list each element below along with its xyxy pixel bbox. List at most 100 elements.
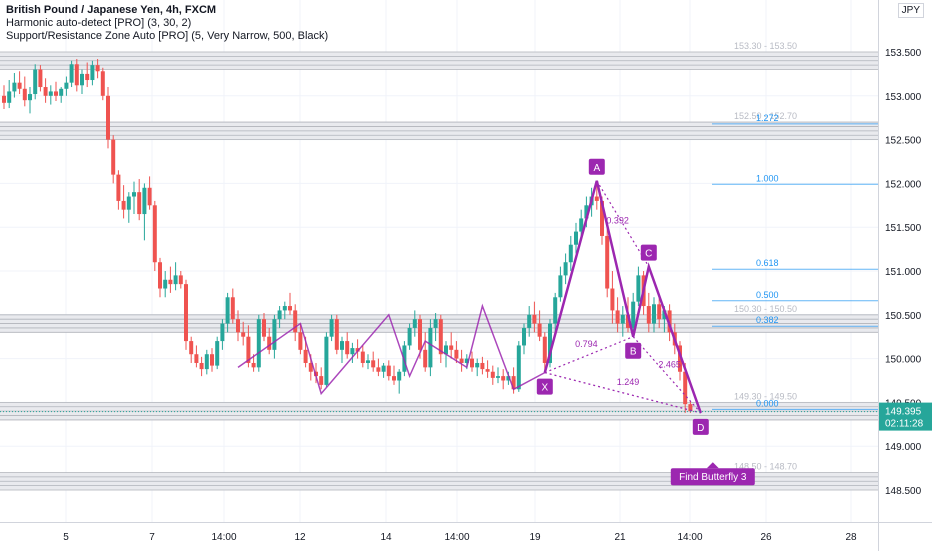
candle-body bbox=[158, 262, 162, 289]
indicator-sr-zone[interactable]: Support/Resistance Zone Auto [PRO] (5, V… bbox=[6, 30, 329, 42]
candle-body bbox=[652, 304, 656, 324]
candle-body bbox=[168, 279, 173, 285]
candle-body bbox=[215, 341, 220, 366]
candle-body bbox=[230, 297, 235, 320]
candle-body bbox=[256, 319, 261, 368]
harmonic-point-label: A bbox=[593, 163, 600, 174]
candle-body bbox=[688, 404, 693, 412]
time-axis[interactable]: 5 7 14:00 12 14 14:00 19 21 14:00 26 28 bbox=[0, 522, 878, 551]
candle-body bbox=[7, 91, 12, 103]
candle-body bbox=[615, 310, 620, 324]
candle-body bbox=[511, 376, 516, 390]
candle-body bbox=[189, 341, 194, 355]
candle-body bbox=[366, 360, 370, 363]
candle-body bbox=[59, 88, 64, 96]
candle-body bbox=[485, 369, 490, 372]
candle-body bbox=[288, 306, 292, 311]
candle-body bbox=[620, 314, 625, 324]
candle-body bbox=[537, 323, 542, 337]
candle-body bbox=[43, 87, 48, 96]
candle-body bbox=[397, 371, 402, 381]
time-axis-tick: 19 bbox=[529, 532, 541, 543]
candle-body bbox=[22, 88, 27, 101]
indicator-harmonic[interactable]: Harmonic auto-detect [PRO] (3, 30, 2) bbox=[6, 17, 192, 29]
candle-body bbox=[683, 371, 688, 405]
currency-badge[interactable]: JPY bbox=[897, 3, 924, 18]
harmonic-point-label: X bbox=[541, 383, 548, 394]
candle-body bbox=[74, 64, 79, 86]
candle-body bbox=[251, 362, 256, 368]
harmonic-point-marker bbox=[625, 342, 642, 359]
price-axis-tick: 153.000 bbox=[885, 92, 922, 103]
candle-body bbox=[480, 362, 485, 370]
candle-body bbox=[126, 196, 131, 210]
price-chart[interactable]: 153.30 - 153.50 152.50 - 152.70 150.30 - 1… bbox=[0, 0, 878, 522]
candle-body bbox=[100, 71, 105, 96]
candle-body bbox=[532, 314, 537, 324]
symbol-title[interactable]: British Pound / Japanese Yen, 4h, FXCM bbox=[6, 4, 217, 16]
candle-body bbox=[38, 69, 43, 88]
candle-body bbox=[386, 365, 391, 377]
candle-body bbox=[350, 348, 355, 355]
time-axis-tick: 14:00 bbox=[444, 532, 469, 543]
candle-body bbox=[522, 327, 526, 346]
candle-body bbox=[142, 187, 147, 215]
candle-body bbox=[626, 314, 630, 328]
candle-body bbox=[563, 262, 568, 276]
zigzag-line bbox=[237, 303, 546, 396]
harmonic-ratio-line bbox=[544, 372, 701, 414]
candle-body bbox=[631, 301, 636, 328]
price-axis-tick: 151.500 bbox=[885, 223, 922, 234]
candle-body bbox=[319, 376, 324, 385]
candle-body bbox=[303, 349, 308, 363]
candle-body bbox=[308, 362, 313, 372]
candle-body bbox=[345, 341, 350, 355]
candle-body bbox=[106, 95, 110, 140]
candle-body bbox=[376, 367, 381, 372]
harmonic-point-marker bbox=[692, 418, 709, 435]
candle-body bbox=[667, 310, 672, 333]
candle-body bbox=[2, 95, 6, 103]
candle-body bbox=[210, 354, 214, 366]
candle-body bbox=[152, 205, 157, 263]
candle-body bbox=[95, 65, 100, 72]
price-axis[interactable]: 153.500 153.000 152.500 152.000 151.500 151.0… bbox=[878, 0, 932, 522]
fib-level-label: 0.000 bbox=[756, 398, 779, 408]
candle-body bbox=[558, 275, 563, 298]
harmonic-ratio-line bbox=[596, 180, 650, 267]
candle-body bbox=[449, 345, 454, 350]
candle-body bbox=[371, 360, 376, 368]
candle-body bbox=[241, 332, 246, 337]
candle-body bbox=[428, 327, 433, 368]
harmonic-point-marker bbox=[588, 158, 605, 175]
harmonic-point-label: B bbox=[630, 347, 637, 358]
harmonic-ratio-label: 2.465 bbox=[658, 359, 681, 369]
candle-body bbox=[355, 348, 360, 352]
candle-body bbox=[678, 345, 682, 372]
fib-level-label: 1.272 bbox=[756, 113, 779, 123]
chart-area[interactable]: 153.30 - 153.50 152.50 - 152.70 150.30 - 1… bbox=[0, 0, 878, 522]
candle-body bbox=[282, 306, 287, 311]
candle-body bbox=[48, 91, 53, 96]
candle-body bbox=[574, 231, 578, 245]
candle-body bbox=[184, 284, 188, 342]
candle-body bbox=[657, 304, 662, 320]
candle-body bbox=[334, 319, 339, 350]
candle-body bbox=[194, 354, 199, 363]
price-axis-tick: 149.000 bbox=[885, 442, 922, 453]
candle-body bbox=[17, 82, 22, 89]
harmonic-point-marker bbox=[536, 378, 553, 395]
price-axis-tick: 150.000 bbox=[885, 355, 922, 366]
price-axis-tick: 151.000 bbox=[885, 267, 922, 278]
candle-body bbox=[64, 82, 69, 89]
candle-body bbox=[85, 73, 90, 81]
candle-body bbox=[506, 376, 511, 381]
candle-body bbox=[412, 319, 417, 328]
chart-legend: British Pound / Japanese Yen, 4h, FXCM H… bbox=[6, 4, 328, 43]
candle-body bbox=[636, 275, 641, 302]
candle-body bbox=[199, 362, 204, 370]
harmonic-ratio-line bbox=[632, 336, 702, 414]
candle-body bbox=[137, 192, 142, 215]
candle-body bbox=[132, 192, 136, 197]
candle-body bbox=[33, 69, 38, 95]
